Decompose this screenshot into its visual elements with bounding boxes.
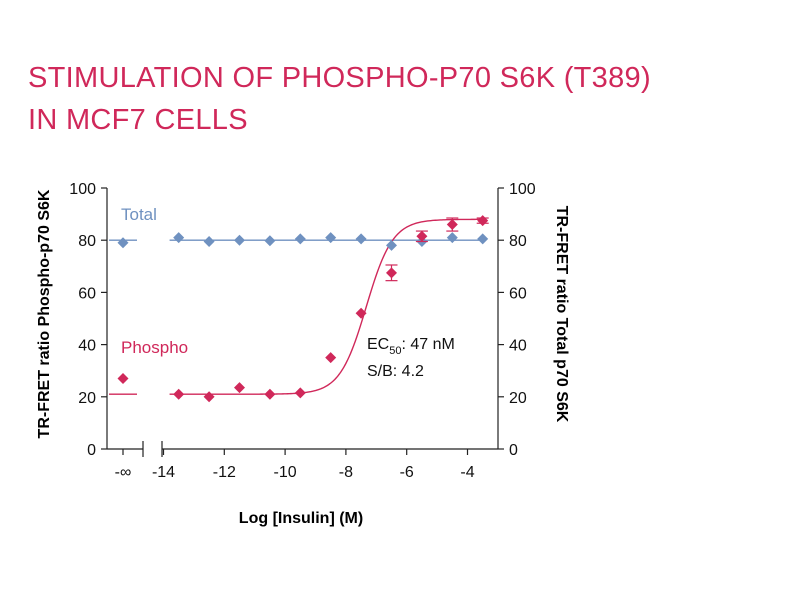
total-point (294, 233, 306, 245)
ec50-value: : 47 nM (401, 336, 454, 353)
phospho-point (355, 307, 367, 319)
x-tick-label: -4 (460, 464, 474, 481)
phospho-point (477, 215, 489, 227)
phospho-point (203, 391, 215, 403)
x-tick-label: -6 (400, 464, 414, 481)
y-axis-title-left: TR-FRET ratio Phospho-p70 S6K (36, 189, 53, 438)
total-point (234, 234, 245, 246)
y-tick-label-right: 40 (509, 338, 527, 355)
phospho-point (234, 382, 245, 394)
y-tick-label-left: 40 (78, 338, 96, 355)
total-point (355, 233, 367, 245)
phospho-point (386, 267, 397, 279)
chart-title-line-2: IN MCF7 CELLS (28, 104, 248, 136)
total-point (203, 236, 215, 248)
ec50-subscript: 50 (389, 345, 401, 357)
y-tick-label-right: 20 (509, 390, 527, 407)
phospho-point (416, 230, 428, 242)
y-tick-label-left: 20 (78, 390, 96, 407)
y-tick-label-left: 0 (87, 442, 96, 459)
ec50-prefix: EC (367, 336, 389, 353)
ec50-annotation: EC50: 47 nM (367, 336, 455, 357)
total-point (386, 239, 397, 251)
total-point (477, 233, 489, 245)
x-tick-label: -10 (274, 464, 297, 481)
y-tick-label-right: 0 (509, 442, 518, 459)
total-point (264, 235, 276, 247)
axes-group: 0 0 20 20 40 40 60 60 80 80 100 100 -∞ -14 -12 -10 -8 -6 -… (69, 181, 536, 481)
y-tick-label-left: 80 (78, 233, 96, 250)
y-tick-label-left: 60 (78, 285, 96, 302)
signal-to-background-annotation: S/B: 4.2 (367, 363, 424, 380)
phospho-point (325, 352, 337, 364)
series-label-phospho: Phospho (121, 338, 188, 357)
total-point (446, 232, 458, 244)
phospho-point (294, 387, 306, 399)
total-point-zero-dose (117, 237, 129, 249)
phospho-fit-curve (169, 218, 485, 395)
phospho-point (446, 219, 458, 231)
x-axis-title: Log [Insulin] (M) (239, 510, 363, 527)
chart-title-line-1: STIMULATION OF PHOSPHO-P70 S6K (T389) (28, 62, 651, 94)
y-axis-title-right: TR-FRET ratio Total p70 S6K (553, 206, 570, 423)
fit-curves-group (109, 218, 485, 395)
total-point (173, 232, 185, 244)
x-tick-label-zero: -∞ (115, 464, 132, 481)
phospho-point-zero-dose (117, 373, 129, 385)
phospho-point (173, 388, 185, 400)
y-tick-label-right: 80 (509, 233, 527, 250)
y-tick-label-right: 60 (509, 285, 527, 302)
y-tick-label-right: 100 (509, 181, 536, 198)
x-tick-label: -8 (339, 464, 353, 481)
y-tick-label-left: 100 (69, 181, 96, 198)
x-tick-label: -12 (213, 464, 236, 481)
series-label-total: Total (121, 205, 157, 224)
data-points-group (117, 215, 489, 403)
x-tick-label: -14 (152, 464, 175, 481)
total-point (325, 232, 337, 244)
phospho-point (264, 388, 276, 400)
